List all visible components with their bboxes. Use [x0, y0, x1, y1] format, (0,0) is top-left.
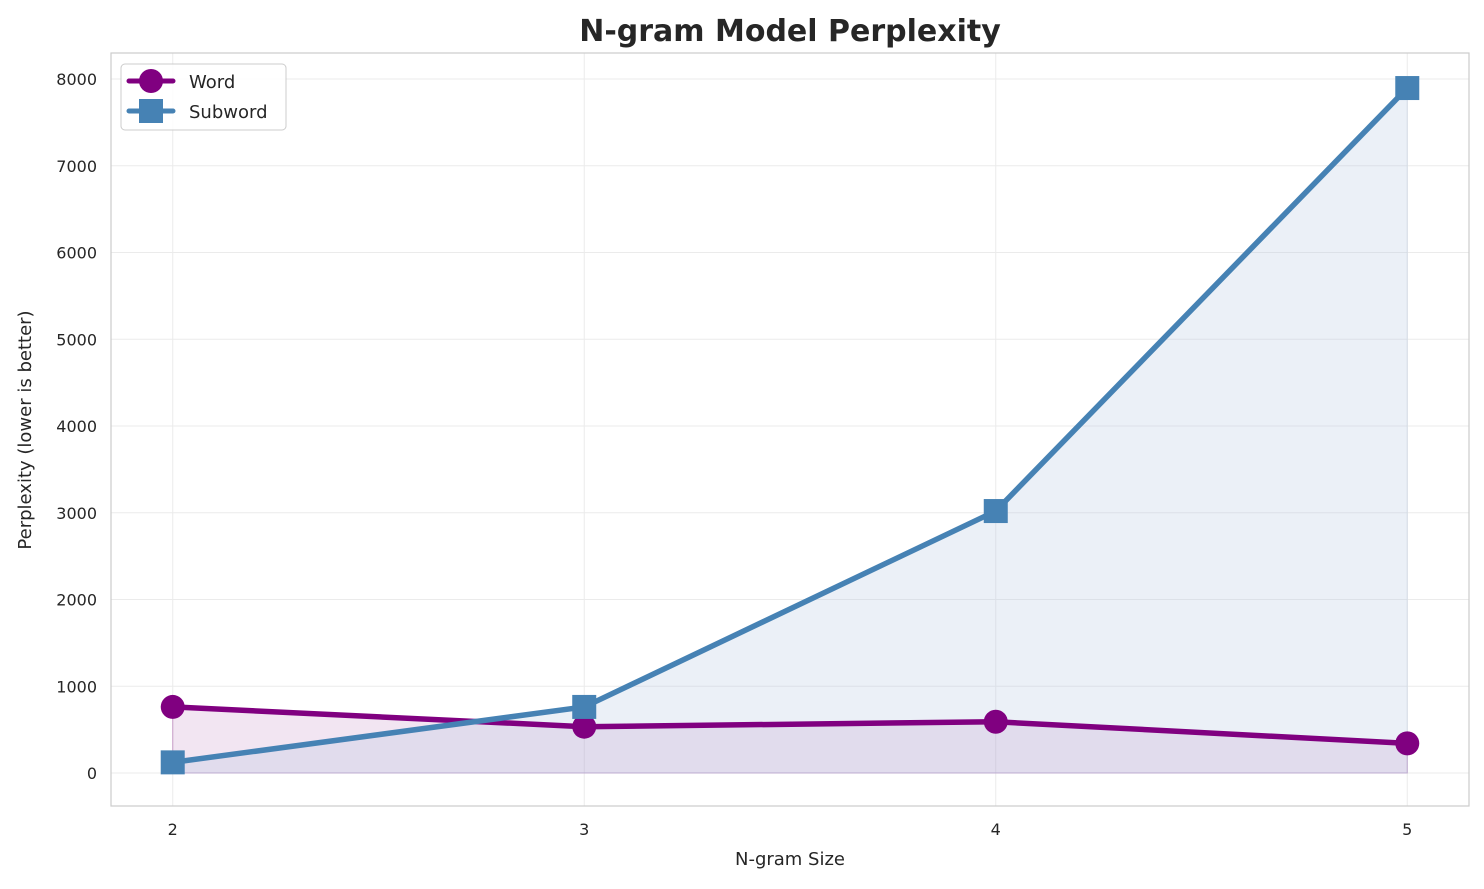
area-fill-subword: [172, 86, 1408, 774]
series-line-word: [172, 704, 1408, 747]
x-tick-label: 3: [579, 820, 589, 839]
legend-label: Subword: [189, 102, 268, 123]
y-tick-label: 3000: [56, 504, 97, 523]
data-point: [572, 714, 597, 739]
y-tick-label: 6000: [56, 244, 97, 263]
legend-marker-square: [139, 99, 163, 123]
legend-label: Word: [189, 72, 235, 93]
x-tick-label: 4: [991, 820, 1001, 839]
y-tick-label: 5000: [56, 330, 97, 349]
legend-marker-circle: [139, 69, 163, 93]
data-point: [572, 694, 597, 719]
x-tick-label: 2: [168, 820, 178, 839]
data-point: [983, 499, 1008, 524]
x-tick-label: 5: [1402, 820, 1412, 839]
plot-frame: [110, 52, 1470, 807]
series-line-subword: [172, 86, 1410, 766]
y-tick-label: 1000: [56, 677, 97, 696]
y-tick-label: 2000: [56, 591, 97, 610]
data-point: [1395, 731, 1420, 756]
y-tick-label: 0: [87, 764, 97, 783]
y-tick-label: 4000: [56, 417, 97, 436]
chart-title: N-gram Model Perplexity: [579, 14, 1001, 49]
data-point: [160, 694, 185, 719]
data-point: [983, 709, 1008, 734]
x-axis-label: N-gram Size: [735, 849, 845, 870]
y-tick-label: 8000: [56, 70, 97, 89]
y-axis-label: Perplexity (lower is better): [15, 310, 36, 549]
y-tick-label: 7000: [56, 157, 97, 176]
data-point: [1395, 76, 1420, 101]
data-point: [160, 750, 185, 775]
